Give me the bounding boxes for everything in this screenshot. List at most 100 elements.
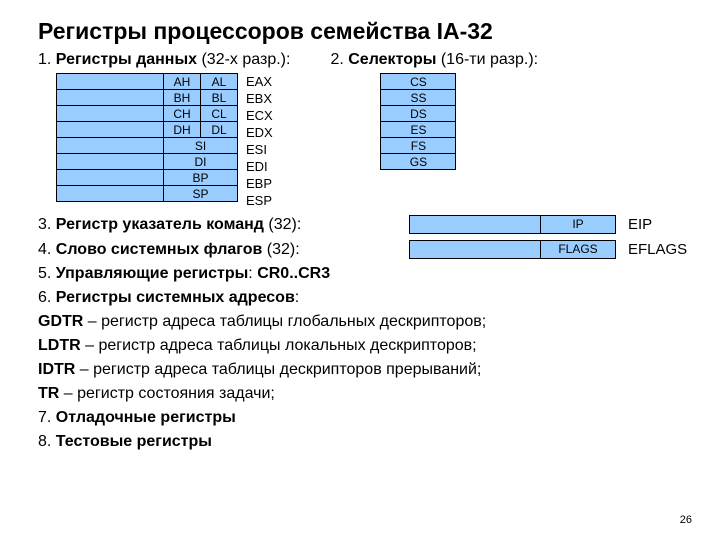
cell-ext [57,122,164,138]
section-data-registers: 1. Регистры данных (32-х разр.): AHAL BH… [38,51,290,209]
ip-box: IP [409,215,616,234]
ldtr-b: LDTR [38,337,81,354]
selector-cell: CS [381,74,456,90]
reg32-row: SI [57,138,238,154]
sec1-emph: Регистры данных [56,51,197,68]
selector-cell: ES [381,122,456,138]
gdtr-line: GDTR – регистр адреса таблицы глобальных… [38,313,688,331]
flags-box-ext [410,241,541,258]
selector-cell: FS [381,138,456,154]
top-row: 1. Регистры данных (32-х разр.): AHAL BH… [38,51,688,209]
cell-high: AH [164,74,201,90]
gdtr-t: – регистр адреса таблицы глобальных деск… [83,313,486,330]
sec3-suffix: (32): [264,216,301,233]
cell-16: BP [164,170,238,186]
sec1-heading: 1. Регистры данных (32-х разр.): [38,51,290,69]
eip-label: EIP [628,216,688,233]
sec4-emph: Слово системных флагов [56,241,263,258]
sec5-emph: Управляющие регистры [56,265,249,282]
ext-label: ECX [246,107,273,124]
selector-cell: GS [381,154,456,170]
ext-label: EDI [246,158,273,175]
sec2-suffix: (16-ти разр.): [436,51,538,68]
sec6-line: 6. Регистры системных адресов: [38,289,688,307]
ext-label: EBP [246,175,273,192]
idtr-t: – регистр адреса таблицы дескрипторов пр… [75,361,481,378]
sec7-line: 7. Отладочные регистры [38,409,688,427]
cell-low: DL [201,122,238,138]
sec8-line: 8. Тестовые регистры [38,433,688,451]
tr-b: TR [38,385,59,402]
reg32-table: AHAL BHBL CHCL DHDL SI DI BP SP [56,73,238,202]
gdtr-b: GDTR [38,313,83,330]
cell-ext [57,186,164,202]
sec6-num: 6. [38,289,56,306]
reg32-row: BHBL [57,90,238,106]
ext-label: EDX [246,124,273,141]
cell-low: BL [201,90,238,106]
cell-ext [57,90,164,106]
sec7-emph: Отладочные регистры [56,409,236,426]
sec2-num: 2. [330,51,348,68]
flags-box: FLAGS [409,240,616,259]
cell-low: CL [201,106,238,122]
sec6-suffix: : [295,289,299,306]
cell-high: CH [164,106,201,122]
idtr-line: IDTR – регистр адреса таблицы дескриптор… [38,361,688,379]
sec4-line: 4. Слово системных флагов (32): FLAGS EF… [38,240,688,259]
sec3-label: 3. Регистр указатель команд (32): [38,216,301,234]
reg32-row: DI [57,154,238,170]
cell-ext [57,138,164,154]
page-title: Регистры процессоров семейства IА-32 [38,18,688,45]
idtr-b: IDTR [38,361,75,378]
slide: Регистры процессоров семейства IА-32 1. … [0,0,720,461]
selectors-area: CS SS DS ES FS GS [380,73,538,170]
sec4-num: 4. [38,241,56,258]
cell-ext [57,74,164,90]
tr-t: – регистр состояния задачи; [59,385,275,402]
sec3-line: 3. Регистр указатель команд (32): IP EIP [38,215,688,234]
ip-box-area: IP EIP [409,215,688,234]
sec3-num: 3. [38,216,56,233]
reg32-row: AHAL [57,74,238,90]
sec8-num: 8. [38,433,56,450]
selector-cell: SS [381,90,456,106]
sec3-emph: Регистр указатель команд [56,216,264,233]
cell-ext [57,170,164,186]
flags-box-area: FLAGS EFLAGS [409,240,688,259]
reg32-row: BP [57,170,238,186]
sec4-label: 4. Слово системных флагов (32): [38,241,300,259]
sec2-emph: Селекторы [348,51,436,68]
sec1-num: 1. [38,51,56,68]
section-selectors: 2. Селекторы (16-ти разр.): CS SS DS ES … [330,51,538,209]
tr-line: TR – регистр состояния задачи; [38,385,688,403]
sec5-tail: CR0..CR3 [257,265,330,282]
cell-ext [57,154,164,170]
ext-label: EBX [246,90,273,107]
reg32-area: AHAL BHBL CHCL DHDL SI DI BP SP EAX EBX … [56,73,290,209]
cell-high: DH [164,122,201,138]
cell-16: SI [164,138,238,154]
ip-box-short: IP [541,216,615,233]
selectors-table: CS SS DS ES FS GS [380,73,456,170]
sec7-num: 7. [38,409,56,426]
cell-ext [57,106,164,122]
reg32-row: SP [57,186,238,202]
cell-16: DI [164,154,238,170]
sec5-num: 5. [38,265,56,282]
ext-label: ESP [246,192,273,209]
cell-16: SP [164,186,238,202]
sec1-suffix: (32-х разр.): [197,51,290,68]
ldtr-line: LDTR – регистр адреса таблицы локальных … [38,337,688,355]
sec5-suffix: : [248,265,257,282]
sec6-emph: Регистры системных адресов [56,289,295,306]
reg32-ext-labels: EAX EBX ECX EDX ESI EDI EBP ESP [246,73,273,209]
ldtr-t: – регистр адреса таблицы локальных дескр… [81,337,477,354]
selector-cell: DS [381,106,456,122]
ext-label: EAX [246,73,273,90]
cell-high: BH [164,90,201,106]
sec4-suffix: (32): [262,241,299,258]
ext-label: ESI [246,141,273,158]
reg32-row: CHCL [57,106,238,122]
cell-low: AL [201,74,238,90]
